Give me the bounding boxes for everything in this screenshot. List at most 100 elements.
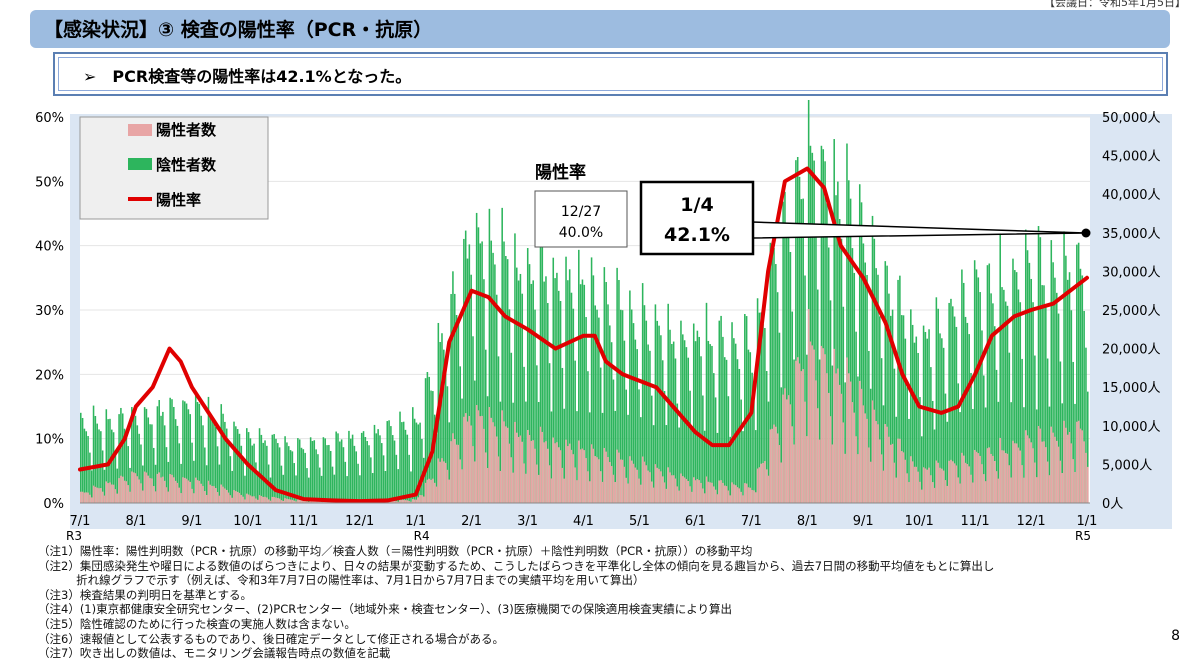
bar-negative (917, 352, 919, 503)
bar-positive (236, 491, 239, 503)
bar-positive (114, 489, 117, 503)
y-left-tick-label: 0% (43, 497, 64, 512)
bar-negative (408, 454, 410, 503)
bar-positive (692, 477, 695, 503)
bar-positive (1037, 425, 1040, 503)
bar-negative (1068, 272, 1071, 503)
bar-negative (543, 281, 545, 503)
bar-negative (393, 440, 396, 503)
positivity-chart: 0% 10% 20% 30% 40% 50% 60% 0人 5,000人 10,000人 15,00… (35, 75, 1172, 543)
y-left-tick-label: 40% (35, 240, 64, 255)
bar-negative (983, 375, 985, 503)
bar-negative (537, 401, 540, 503)
bar-negative (171, 399, 173, 503)
bar-negative (503, 241, 505, 504)
bar-positive (910, 456, 912, 503)
bar-positive (1076, 421, 1078, 503)
bar-negative (609, 325, 611, 503)
bar-negative (674, 358, 677, 503)
bar-positive (484, 452, 487, 503)
bar-positive (795, 360, 797, 503)
bar-negative (754, 430, 757, 503)
bar-negative (173, 406, 175, 503)
bar-positive (678, 490, 680, 503)
bar-negative (694, 341, 697, 503)
bar-negative (596, 309, 598, 503)
bar-negative (676, 403, 679, 503)
bar-positive (999, 437, 1001, 503)
bar-positive (120, 475, 122, 503)
bar-positive (183, 477, 186, 503)
bar-negative (90, 470, 93, 503)
bar-positive (663, 482, 666, 503)
bar-negative (831, 365, 834, 503)
bar-negative (302, 449, 305, 503)
y-right-tick-label: 15,000人 (1102, 381, 1161, 396)
bar-positive (1070, 443, 1073, 503)
bar-positive (625, 477, 628, 503)
bar-positive (804, 401, 806, 503)
bar-negative (196, 402, 199, 503)
bar-negative (293, 463, 295, 503)
bar-positive (727, 490, 730, 503)
bar-negative (756, 298, 759, 503)
bar-positive (145, 472, 148, 503)
bar-negative (111, 429, 113, 503)
bar-negative (255, 462, 257, 503)
bar-positive (785, 399, 788, 503)
bar-positive (198, 480, 201, 503)
bar-positive (858, 380, 861, 503)
summary-text: ➢ PCR検査等の陽性率は42.1%となった。 (83, 67, 412, 86)
bar-negative (370, 457, 372, 503)
bar-positive (877, 424, 879, 503)
bar-positive (767, 475, 770, 503)
bar-positive (94, 486, 97, 503)
bar-positive (961, 452, 963, 503)
bar-negative (169, 397, 171, 503)
bar-negative (322, 437, 325, 503)
bar-positive (895, 477, 898, 503)
bar-negative (579, 284, 582, 503)
bar-positive (404, 500, 407, 503)
bar-positive (720, 480, 722, 503)
bar-positive (734, 485, 737, 503)
x-tick-label: 8/1 (797, 514, 818, 529)
bar-positive (632, 463, 635, 503)
bar-negative (413, 418, 416, 503)
bar-negative (300, 447, 303, 503)
bar-negative (1004, 301, 1007, 503)
bar-negative (209, 414, 212, 503)
bar-negative (251, 445, 254, 503)
bar-positive (207, 480, 210, 503)
bar-negative (718, 320, 721, 503)
bar-negative (860, 202, 863, 503)
bar-positive (941, 468, 943, 503)
bar-positive (738, 488, 741, 503)
bar-negative (640, 417, 642, 503)
bar-negative (587, 371, 589, 503)
bar-negative (930, 367, 932, 503)
bar-negative (236, 429, 239, 503)
bar-positive (782, 394, 784, 503)
bar-positive (134, 473, 137, 503)
bar-positive (459, 459, 461, 503)
bar-positive (931, 482, 934, 503)
bar-positive (152, 486, 155, 503)
bar-negative (269, 477, 272, 503)
bar-negative (176, 425, 179, 503)
bar-negative (599, 367, 602, 503)
bar-negative (225, 428, 228, 503)
bar-positive (244, 499, 246, 503)
x-tick-label: 9/1 (181, 514, 202, 529)
bar-negative (410, 471, 412, 503)
bar-positive (218, 495, 221, 503)
bar-positive (773, 424, 775, 503)
bar-positive (227, 492, 230, 503)
bar-positive (298, 499, 301, 503)
bar-positive (1004, 453, 1007, 503)
bar-positive (415, 499, 418, 503)
bar-positive (570, 449, 573, 503)
bar-negative (933, 429, 936, 503)
bar-negative (344, 461, 347, 503)
bar-positive (574, 467, 576, 503)
